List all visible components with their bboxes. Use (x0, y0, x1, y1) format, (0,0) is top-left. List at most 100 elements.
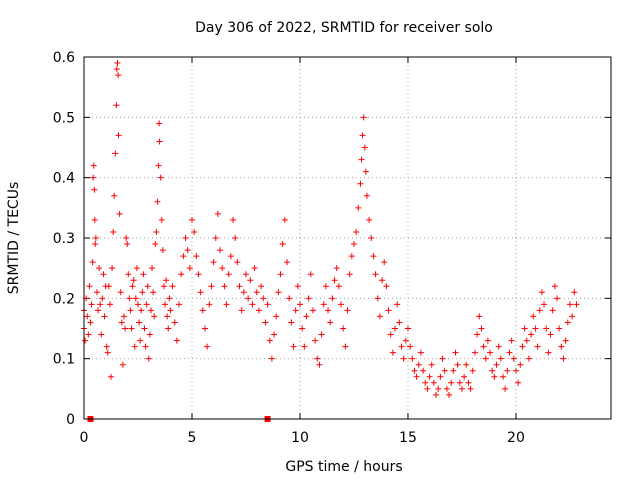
data-point (281, 216, 288, 223)
data-point (355, 204, 362, 211)
data-point (160, 283, 167, 290)
data-point (264, 301, 271, 308)
x-tick-label: 10 (291, 430, 309, 446)
data-point (84, 313, 91, 320)
data-point (96, 265, 103, 272)
data-point (422, 379, 429, 386)
data-point (316, 361, 323, 368)
data-point (91, 216, 98, 223)
data-point (115, 72, 122, 79)
data-point (227, 253, 234, 260)
data-point (149, 265, 156, 272)
data-point (115, 132, 122, 139)
data-point (204, 343, 211, 350)
data-point (366, 216, 373, 223)
data-point (273, 313, 280, 320)
data-point (186, 265, 193, 272)
data-point (176, 301, 183, 308)
data-point (404, 325, 411, 332)
data-point (139, 289, 146, 296)
data-point (484, 337, 491, 344)
data-point (402, 337, 409, 344)
data-point (554, 295, 561, 302)
chart-title: Day 306 of 2022, SRMTID for receiver sol… (195, 20, 493, 36)
data-point (474, 331, 481, 338)
data-point (217, 247, 224, 254)
data-point (92, 235, 99, 241)
data-point (164, 313, 171, 320)
data-point (358, 156, 365, 163)
data-point (476, 313, 483, 320)
data-point (303, 313, 310, 320)
data-point (142, 343, 149, 350)
data-point (523, 337, 530, 344)
data-point (132, 295, 139, 302)
data-point (103, 343, 110, 350)
data-point (141, 325, 148, 332)
data-point (478, 325, 485, 332)
data-point (415, 361, 422, 368)
data-point (463, 361, 470, 368)
axis-ticks: 0 0.1 0.2 0.3 0.4 0.5 0.6 0 5 10 15 20 (53, 50, 611, 446)
data-point (338, 301, 345, 308)
data-point (171, 319, 178, 326)
data-point (279, 241, 286, 248)
data-point (147, 307, 154, 314)
data-point (166, 295, 173, 302)
data-point (197, 289, 204, 296)
data-point (165, 325, 172, 332)
data-point (362, 168, 369, 175)
data-point (482, 355, 489, 362)
x-tick-label: 5 (188, 430, 197, 446)
data-point (238, 307, 245, 314)
data-point (262, 319, 269, 326)
data-point (163, 277, 170, 284)
data-point (294, 283, 301, 290)
data-point (173, 337, 180, 344)
data-point (87, 319, 94, 326)
data-point (109, 265, 116, 272)
data-point (346, 271, 353, 278)
data-point (562, 337, 569, 344)
data-point (99, 295, 106, 302)
data-point (446, 391, 453, 398)
data-point (430, 379, 437, 386)
data-point (458, 385, 465, 392)
data-point (125, 271, 132, 278)
data-point (383, 283, 390, 290)
y-tick-label: 0.3 (53, 231, 75, 247)
data-point (571, 289, 578, 296)
data-point (519, 343, 526, 350)
data-point (376, 313, 383, 320)
y-tick-label: 0.2 (53, 291, 75, 307)
x-tick-label: 0 (80, 430, 89, 446)
data-point (504, 367, 511, 374)
data-point (370, 253, 377, 260)
y-tick-label: 0.1 (53, 352, 75, 368)
data-point (290, 343, 297, 350)
x-tick-label: 20 (507, 430, 525, 446)
data-point (454, 361, 461, 368)
data-point (493, 361, 500, 368)
data-point (242, 271, 249, 278)
data-point (114, 60, 121, 67)
data-point (128, 325, 135, 332)
data-point (193, 253, 200, 260)
data-point (452, 349, 459, 356)
data-point (359, 132, 366, 139)
data-point (247, 277, 254, 284)
data-point (517, 361, 524, 368)
data-point (123, 235, 130, 241)
data-point (361, 144, 368, 151)
data-point (558, 343, 565, 350)
data-point (450, 367, 457, 374)
data-point (221, 283, 228, 290)
y-tick-label: 0 (66, 412, 75, 428)
data-point (564, 319, 571, 326)
data-point (515, 379, 522, 386)
data-point (357, 180, 364, 187)
data-point (413, 373, 420, 380)
data-point (140, 271, 147, 278)
data-point (85, 331, 92, 338)
data-point (89, 259, 96, 266)
